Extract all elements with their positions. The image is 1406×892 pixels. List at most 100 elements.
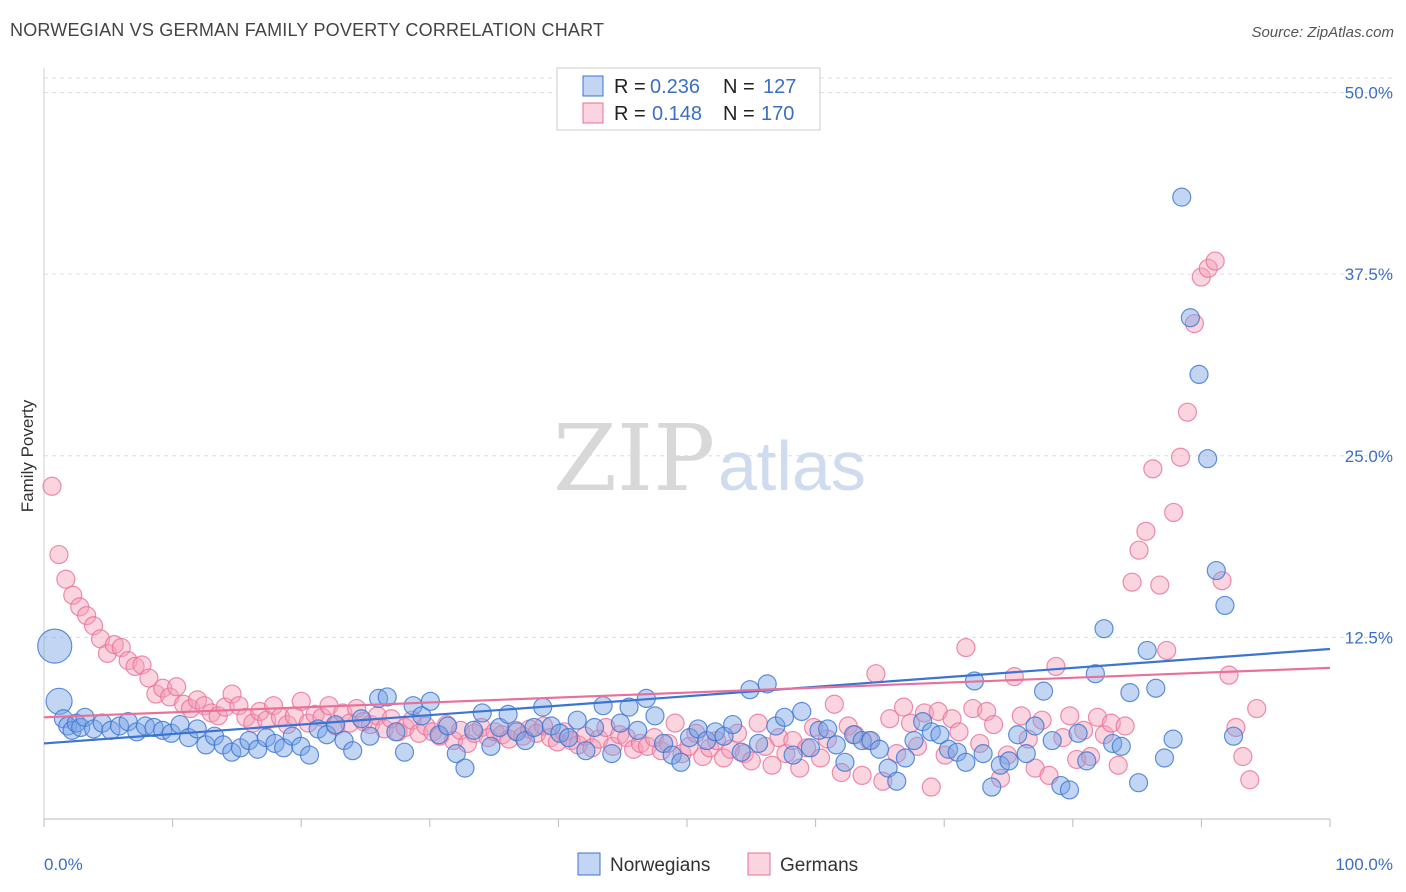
norwegian-point	[109, 716, 130, 736]
german-point	[1129, 540, 1149, 560]
y-tick-label: 37.5%	[1345, 265, 1393, 284]
norwegian-point	[956, 752, 976, 772]
legend-swatch-pink	[582, 102, 604, 124]
german-point	[1060, 706, 1080, 726]
norwegian-point	[567, 710, 587, 730]
y-tick-label: 25.0%	[1345, 447, 1393, 466]
norwegian-point	[377, 687, 397, 707]
german-point	[1004, 667, 1024, 687]
german-point	[651, 741, 671, 761]
german-point	[125, 656, 145, 677]
norwegian-point	[1223, 726, 1244, 746]
norwegian-point	[1198, 449, 1218, 469]
german-point	[1219, 665, 1239, 685]
german-point	[1053, 728, 1073, 748]
norwegian-point	[628, 720, 648, 740]
legend-r-value: 0.148	[652, 103, 702, 125]
norwegian-point	[1128, 773, 1149, 793]
norwegian-point	[930, 725, 950, 745]
german-point	[1157, 640, 1177, 661]
german-point	[852, 765, 872, 786]
y-tick-label: 12.5%	[1345, 628, 1393, 647]
german-point	[734, 744, 754, 764]
norwegian-point	[610, 713, 631, 733]
norwegian-point	[438, 716, 458, 736]
legend-label-norwegians: Norwegians	[610, 855, 710, 876]
german-point	[42, 476, 62, 496]
axes	[43, 68, 1331, 827]
norwegian-point	[222, 742, 242, 762]
german-point	[56, 569, 76, 589]
norwegian-point	[360, 726, 380, 746]
watermark: ZIP atlas	[553, 405, 866, 512]
german-point	[1247, 698, 1267, 719]
watermark-atlas: atlas	[718, 427, 866, 505]
norwegian-point	[584, 717, 605, 738]
legend-n-value: 170	[761, 103, 794, 125]
norwegian-point	[576, 741, 596, 761]
german-point	[935, 745, 955, 765]
y-tick-label: 50.0%	[1345, 84, 1393, 103]
norwegian-point	[619, 697, 639, 717]
norwegian-point	[524, 717, 544, 738]
y-tick-labels: 12.5% 25.0% 37.5% 50.0%	[1345, 84, 1393, 648]
legend-r-label: R =	[614, 103, 646, 125]
german-point	[1212, 571, 1232, 591]
legend-n-label: N =	[723, 103, 755, 125]
norwegian-point	[394, 742, 415, 762]
norwegian-point	[1042, 730, 1062, 751]
norwegian-point	[999, 751, 1019, 771]
german-point	[803, 717, 824, 738]
german-point	[748, 713, 768, 733]
norwegian-point	[1154, 748, 1175, 768]
norwegians-trend-line	[43, 647, 1331, 745]
x-tick-label: 100.0%	[1335, 855, 1393, 874]
german-point	[1136, 521, 1156, 541]
norwegian-point	[187, 719, 207, 739]
norwegian-point	[481, 736, 501, 756]
y-axis-title: Family Poverty	[18, 399, 37, 512]
norwegian-point	[386, 722, 406, 742]
legend-box	[556, 67, 821, 131]
norwegian-point	[1094, 619, 1114, 639]
german-point	[824, 694, 844, 714]
german-point	[970, 733, 990, 754]
german-point	[1011, 706, 1031, 726]
norwegian-point	[731, 742, 751, 762]
norwegian-point	[887, 771, 907, 791]
german-point	[291, 691, 311, 711]
norwegian-point	[1051, 775, 1071, 796]
norwegian-point	[1068, 723, 1088, 743]
norwegian-point	[343, 741, 363, 761]
german-point	[222, 684, 242, 704]
german-point	[866, 664, 886, 684]
norwegian-point	[1085, 664, 1105, 684]
norwegian-point	[792, 701, 812, 722]
norwegian-point	[748, 733, 769, 754]
german-point	[762, 755, 782, 775]
grid-lines	[44, 77, 1392, 638]
norwegian-point	[990, 755, 1010, 775]
german-point	[1115, 716, 1135, 736]
german-point	[831, 762, 851, 783]
norwegian-point	[602, 744, 622, 764]
german-point	[665, 713, 685, 733]
norwegian-point	[1077, 751, 1097, 771]
german-point	[1074, 720, 1094, 740]
watermark-zip: ZIP	[553, 405, 715, 512]
german-point	[658, 733, 678, 754]
norwegian-point	[982, 777, 1002, 797]
x-tick-labels: 0.0% 100.0%	[44, 855, 1393, 874]
germans-trend-line	[43, 666, 1331, 719]
norwegian-point	[800, 738, 820, 758]
german-point	[1108, 755, 1128, 775]
german-point	[894, 697, 914, 717]
german-point	[139, 668, 159, 688]
legend-n-value: 127	[763, 76, 796, 98]
series-legend: Norwegians Germans	[577, 852, 858, 876]
german-point	[1240, 770, 1260, 790]
german-point	[921, 777, 941, 797]
german-point	[603, 736, 623, 756]
norwegian-point	[818, 719, 838, 739]
legend-r-label: R =	[614, 76, 646, 98]
